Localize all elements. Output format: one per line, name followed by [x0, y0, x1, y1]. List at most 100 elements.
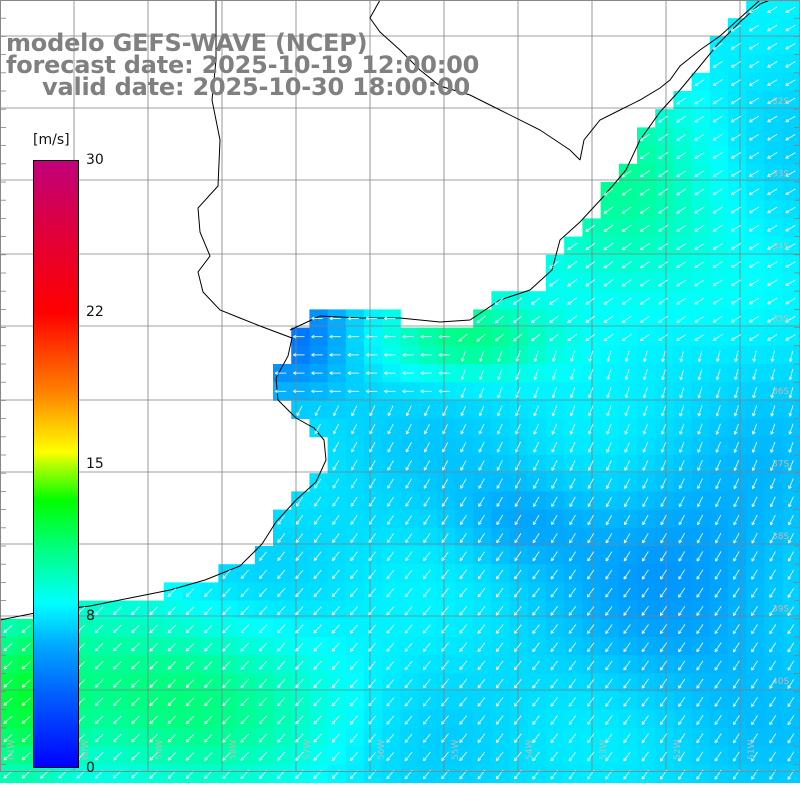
wind-arrow [441, 660, 449, 671]
wind-arrow [769, 605, 777, 616]
wind-arrow [347, 389, 360, 394]
wind-arrow [788, 441, 794, 453]
wind-arrow [314, 423, 321, 435]
wind-arrow [641, 587, 649, 598]
wind-arrow [659, 642, 668, 653]
wind-arrow [587, 642, 595, 653]
wind-arrow [641, 642, 649, 653]
wind-arrow [422, 624, 431, 634]
wind-arrow [678, 733, 686, 744]
wind-arrow [588, 387, 594, 399]
wind-arrow [331, 733, 340, 743]
longitude-label: 54W [525, 740, 535, 760]
wind-arrow [313, 715, 322, 725]
wind-arrow [386, 642, 395, 652]
wind-arrow [658, 261, 669, 269]
wind-arrow [295, 642, 304, 652]
wind-arrow [185, 697, 195, 707]
wind-arrow [423, 569, 431, 580]
wind-arrow [274, 389, 287, 394]
wind-arrow [605, 624, 613, 634]
wind-arrow [587, 478, 594, 489]
wind-arrow [441, 514, 449, 525]
wind-arrow [639, 279, 650, 287]
wind-arrow [623, 533, 631, 544]
wind-arrow [422, 660, 431, 671]
wind-arrow [569, 551, 576, 562]
wind-arrow [641, 733, 649, 744]
wind-arrow [730, 42, 741, 50]
wind-arrow [277, 697, 286, 707]
wind-arrow [639, 188, 650, 196]
wind-arrow [185, 752, 195, 761]
wind-arrow [185, 733, 195, 743]
wind-arrow [402, 371, 414, 375]
wind-arrow [405, 442, 412, 453]
wind-arrow [787, 587, 795, 598]
wind-arrow [732, 678, 740, 689]
wind-arrow [185, 588, 195, 597]
wind-arrow [277, 733, 286, 743]
wind-arrow [785, 43, 796, 50]
wind-arrow [642, 405, 648, 417]
wind-arrow [149, 715, 158, 725]
wind-arrow [621, 206, 632, 214]
wind-arrow [606, 368, 612, 380]
wind-arrow [240, 733, 249, 743]
wind-arrow [258, 588, 267, 598]
wind-arrow [605, 715, 613, 725]
wind-arrow [642, 533, 649, 544]
wind-arrow [496, 441, 503, 453]
wind-arrow [277, 751, 286, 761]
wind-arrow [386, 588, 395, 598]
wind-arrow [679, 350, 684, 362]
wind-arrow [494, 333, 505, 342]
wind-arrow [767, 42, 778, 50]
wind-arrow [748, 243, 760, 250]
wind-arrow [497, 387, 503, 399]
wind-arrow [767, 61, 778, 68]
wind-arrow [442, 478, 449, 489]
wind-arrow [204, 733, 213, 743]
wind-arrow [588, 368, 594, 380]
wind-arrow [660, 533, 667, 544]
wind-arrow [420, 353, 432, 357]
wind-arrow [569, 478, 576, 489]
wind-arrow [788, 350, 794, 362]
wind-arrow [712, 261, 723, 269]
wind-arrow [514, 496, 522, 507]
wind-arrow [21, 679, 31, 688]
wind-arrow [532, 624, 540, 634]
wind-arrow [350, 514, 358, 525]
wind-arrow [641, 569, 649, 580]
wind-arrow [351, 460, 358, 471]
wind-arrow [131, 661, 140, 670]
wind-arrow [696, 642, 704, 653]
wind-arrow [404, 569, 413, 580]
wind-arrow [551, 533, 558, 544]
wind-arrow [751, 587, 758, 598]
wind-arrow [769, 533, 776, 544]
wind-arrow [733, 496, 740, 508]
wind-arrow [569, 460, 576, 471]
wind-arrow [659, 751, 668, 762]
wind-arrow [751, 696, 758, 707]
model-title: modelo GEFS-WAVE (NCEP) [6, 29, 368, 57]
wind-arrow [460, 496, 467, 507]
colorbar-gradient [33, 160, 79, 768]
wind-arrow [769, 751, 777, 762]
wind-arrow [222, 606, 231, 616]
wind-arrow [697, 368, 703, 381]
wind-arrow [694, 279, 705, 287]
wind-arrow [569, 441, 576, 453]
wind-arrow [387, 405, 394, 417]
wind-arrow [497, 350, 503, 362]
wind-arrow [605, 642, 613, 653]
wind-arrow [441, 533, 449, 544]
wind-arrow [624, 405, 630, 417]
wind-arrow [551, 387, 557, 399]
colorbar-tick: 15 [86, 456, 104, 472]
wind-arrow [167, 697, 177, 707]
wind-arrow [659, 605, 668, 616]
wind-arrow [587, 569, 595, 580]
